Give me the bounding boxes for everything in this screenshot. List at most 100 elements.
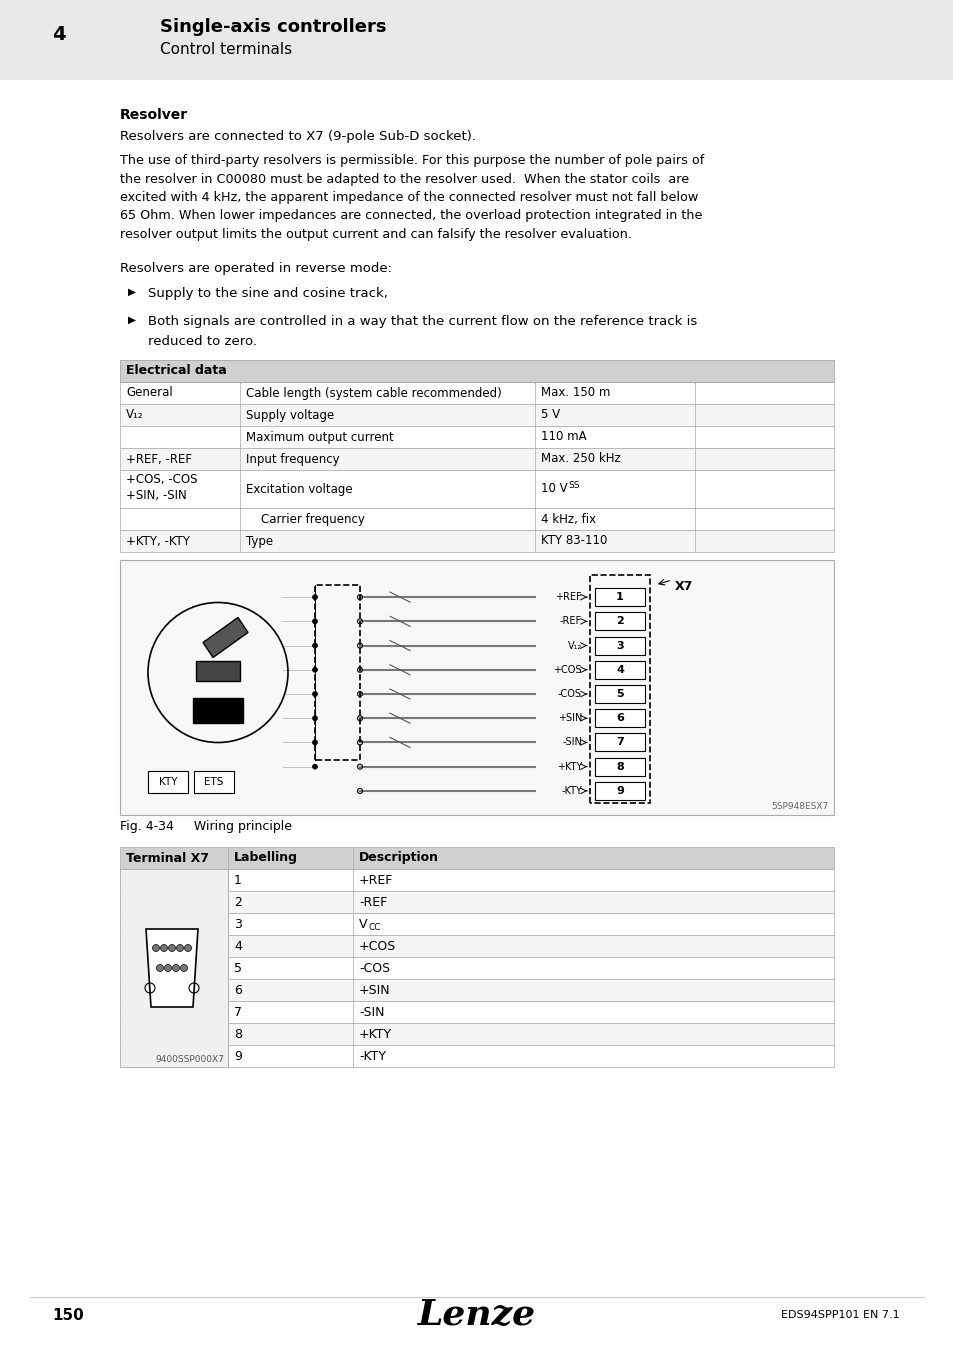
FancyBboxPatch shape — [120, 1000, 833, 1023]
FancyBboxPatch shape — [120, 979, 833, 1000]
FancyBboxPatch shape — [120, 869, 833, 891]
Text: 9: 9 — [616, 786, 623, 796]
Text: +KTY: +KTY — [358, 1027, 392, 1041]
FancyBboxPatch shape — [120, 957, 833, 979]
Text: Terminal X7: Terminal X7 — [126, 852, 209, 864]
Text: reduced to zero.: reduced to zero. — [148, 335, 256, 348]
Text: -KTY: -KTY — [560, 786, 581, 796]
Text: +COS: +COS — [553, 664, 581, 675]
Text: Supply to the sine and cosine track,: Supply to the sine and cosine track, — [148, 288, 388, 300]
Text: 7: 7 — [616, 737, 623, 748]
FancyBboxPatch shape — [595, 782, 644, 801]
Text: General: General — [126, 386, 172, 400]
Text: V: V — [358, 918, 367, 930]
FancyBboxPatch shape — [595, 660, 644, 679]
Text: Excitation voltage: Excitation voltage — [246, 482, 353, 495]
FancyBboxPatch shape — [120, 508, 833, 531]
FancyBboxPatch shape — [193, 698, 243, 722]
Text: 4 kHz, fix: 4 kHz, fix — [540, 513, 596, 525]
Text: -COS: -COS — [558, 688, 581, 699]
Text: -SIN: -SIN — [358, 1006, 384, 1018]
Text: SS: SS — [567, 481, 578, 490]
Circle shape — [313, 594, 317, 599]
Text: Max. 250 kHz: Max. 250 kHz — [540, 452, 620, 466]
FancyBboxPatch shape — [120, 470, 833, 508]
Text: 2: 2 — [616, 617, 623, 626]
Text: 8: 8 — [616, 761, 623, 772]
Text: +SIN: +SIN — [558, 713, 581, 724]
Text: +REF: +REF — [358, 873, 393, 887]
Circle shape — [313, 740, 317, 745]
Text: -REF: -REF — [559, 617, 581, 626]
FancyBboxPatch shape — [595, 684, 644, 703]
FancyBboxPatch shape — [120, 448, 833, 470]
Text: +KTY, -KTY: +KTY, -KTY — [126, 535, 190, 548]
FancyBboxPatch shape — [595, 709, 644, 728]
Circle shape — [184, 945, 192, 952]
Text: 4: 4 — [616, 664, 623, 675]
FancyBboxPatch shape — [120, 936, 833, 957]
Text: +REF: +REF — [555, 593, 581, 602]
Text: KTY 83-110: KTY 83-110 — [540, 535, 607, 548]
FancyBboxPatch shape — [148, 771, 188, 792]
FancyBboxPatch shape — [595, 757, 644, 776]
Text: Both signals are controlled in a way that the current flow on the reference trac: Both signals are controlled in a way tha… — [148, 315, 697, 328]
Text: Type: Type — [246, 535, 273, 548]
Text: ▶: ▶ — [128, 288, 136, 297]
Text: +KTY: +KTY — [556, 761, 581, 772]
FancyBboxPatch shape — [120, 913, 833, 936]
Text: 9: 9 — [233, 1049, 242, 1062]
FancyBboxPatch shape — [595, 613, 644, 630]
Text: Carrier frequency: Carrier frequency — [246, 513, 364, 525]
Text: V₁₂: V₁₂ — [126, 409, 144, 421]
FancyBboxPatch shape — [595, 589, 644, 606]
FancyBboxPatch shape — [120, 869, 228, 1066]
Text: 4: 4 — [233, 940, 242, 953]
Text: Lenze: Lenze — [417, 1297, 536, 1332]
Circle shape — [176, 945, 183, 952]
Text: Resolver: Resolver — [120, 108, 188, 122]
Text: EDS94SPP101 EN 7.1: EDS94SPP101 EN 7.1 — [781, 1310, 899, 1320]
FancyBboxPatch shape — [120, 560, 833, 815]
Text: X7: X7 — [675, 580, 693, 593]
Text: KTY: KTY — [158, 778, 177, 787]
Text: 8: 8 — [233, 1027, 242, 1041]
Text: 2: 2 — [233, 895, 242, 909]
FancyBboxPatch shape — [595, 637, 644, 655]
FancyBboxPatch shape — [0, 0, 953, 80]
Text: Cable length (system cable recommended): Cable length (system cable recommended) — [246, 386, 501, 400]
FancyBboxPatch shape — [120, 382, 833, 404]
Circle shape — [169, 945, 175, 952]
FancyBboxPatch shape — [120, 891, 833, 913]
Circle shape — [313, 667, 317, 672]
Circle shape — [313, 618, 317, 624]
Text: ETS: ETS — [204, 778, 223, 787]
Text: -REF: -REF — [358, 895, 387, 909]
FancyBboxPatch shape — [120, 1045, 833, 1066]
Text: Fig. 4-34     Wiring principle: Fig. 4-34 Wiring principle — [120, 819, 292, 833]
Text: Maximum output current: Maximum output current — [246, 431, 394, 444]
Circle shape — [313, 691, 317, 697]
Text: 7: 7 — [233, 1006, 242, 1018]
FancyBboxPatch shape — [193, 771, 233, 792]
FancyBboxPatch shape — [120, 360, 833, 382]
Text: 1: 1 — [233, 873, 242, 887]
Circle shape — [313, 643, 317, 648]
Text: Single-axis controllers: Single-axis controllers — [160, 18, 386, 36]
Text: 3: 3 — [616, 640, 623, 651]
Circle shape — [156, 964, 163, 972]
FancyBboxPatch shape — [120, 1023, 833, 1045]
Text: +SIN: +SIN — [358, 984, 390, 996]
Circle shape — [164, 964, 172, 972]
FancyBboxPatch shape — [120, 846, 833, 869]
Text: 150: 150 — [52, 1308, 84, 1323]
Text: Supply voltage: Supply voltage — [246, 409, 334, 421]
Text: 5SP948ESX7: 5SP948ESX7 — [771, 802, 828, 811]
Text: 10 V: 10 V — [540, 482, 567, 495]
Text: Control terminals: Control terminals — [160, 42, 292, 58]
Circle shape — [152, 945, 159, 952]
Text: CC: CC — [369, 922, 381, 931]
FancyBboxPatch shape — [120, 404, 833, 427]
Text: +SIN, -SIN: +SIN, -SIN — [126, 490, 187, 502]
Circle shape — [172, 964, 179, 972]
